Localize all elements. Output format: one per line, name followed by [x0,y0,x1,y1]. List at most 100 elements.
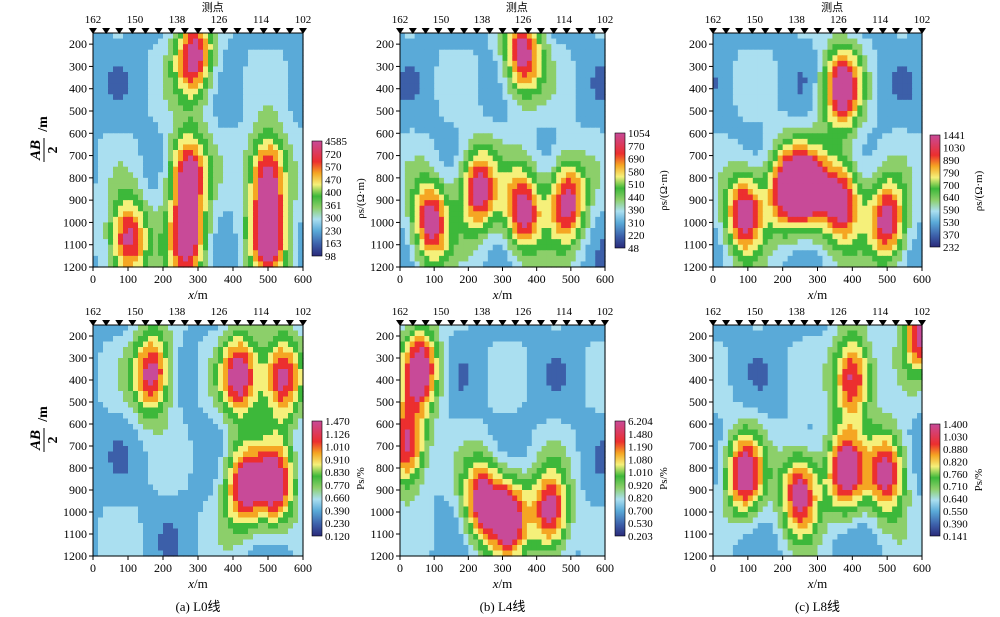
heat-cell [812,138,819,146]
heat-cell [458,38,465,45]
heat-cell [487,155,494,162]
heat-cell [492,138,499,146]
heat-cell [243,150,249,157]
heat-cell [233,194,239,201]
heat-cell [188,222,194,229]
heat-cell [575,105,582,112]
heat-cell [278,77,284,84]
heat-cell [188,200,194,207]
heat-cell [238,77,244,84]
heat-cell [492,144,499,151]
heat-cell [253,38,259,45]
heat-cell [453,200,460,207]
heat-cell [497,83,504,90]
heat-cell [168,72,174,79]
heat-cell [600,166,606,173]
heat-cell [797,99,804,107]
heat-cell [443,166,450,173]
heat-cell [817,55,824,62]
heat-cell [487,133,494,140]
heat-cell [862,177,868,185]
heat-cell [443,222,450,229]
heat-cell [158,144,164,151]
heat-cell [138,250,144,257]
heat-cell [797,66,804,73]
heat-cell [188,99,194,107]
colorbar-tick-label: 570 [325,162,342,174]
heat-cell [293,228,299,235]
heat-cell [580,133,587,140]
heat-cell [892,122,898,129]
heat-cell [203,72,209,79]
heat-cell [590,111,596,118]
heat-cell [113,200,119,207]
heat-cell [526,194,533,201]
heat-cell [902,133,908,140]
heat-cell [585,55,591,62]
heat-cell [238,94,244,101]
heat-cell [802,72,809,79]
heat-cell [777,83,784,90]
heat-cell [293,250,299,257]
heat-cell [872,60,878,68]
heat-cell [872,194,878,201]
heat-cell [536,155,543,162]
heat-cell [293,88,299,95]
heat-cell [722,66,729,73]
heat-cell [817,155,824,162]
heat-cell [792,189,799,196]
heat-cell [872,189,878,196]
heat-cell [108,49,114,56]
heat-cell [907,49,913,56]
heat-cell [482,177,489,185]
heat-cell [892,200,898,207]
heat-cell [802,33,809,40]
heat-cell [847,88,853,95]
heat-cell [600,33,606,40]
heat-cell [541,49,548,56]
heat-cell [128,200,134,207]
heat-cell [812,116,819,123]
heat-cell [585,150,591,157]
heat-cell [268,194,274,201]
heat-cell [128,250,134,257]
heat-cell [238,155,244,162]
heat-cell [198,261,204,268]
heat-cell [103,116,109,123]
heat-cell [482,55,489,62]
heat-cell [128,233,134,240]
heat-cell [807,133,814,140]
top-tick-label: 150 [433,14,450,26]
heat-cell [238,244,244,251]
heat-cell [400,172,406,179]
heat-cell [103,138,109,146]
heat-cell [118,189,124,196]
heat-cell [243,222,249,229]
heat-cell [497,77,504,84]
heat-cell [847,105,853,112]
heat-cell [243,261,249,268]
heat-cell [253,83,259,90]
heat-cell [575,200,582,207]
heat-cell [288,72,294,79]
heat-cell [153,222,159,229]
heat-cell [153,177,159,185]
heat-cell [424,122,430,129]
heat-cell [404,194,411,201]
heat-cell [797,111,804,118]
heat-cell [168,194,174,201]
heat-cell [772,150,779,157]
heat-cell [443,172,450,179]
heat-cell [414,99,421,107]
heat-cell [722,133,729,140]
heat-cell [223,200,229,207]
heat-cell [580,161,587,168]
heat-cell [248,244,254,251]
heat-cell [832,133,839,140]
heat-cell [448,211,455,218]
heat-cell [448,105,455,112]
heat-cell [517,122,523,129]
heat-cell [188,177,194,185]
heat-cell [732,122,739,129]
heat-cell [113,172,119,179]
